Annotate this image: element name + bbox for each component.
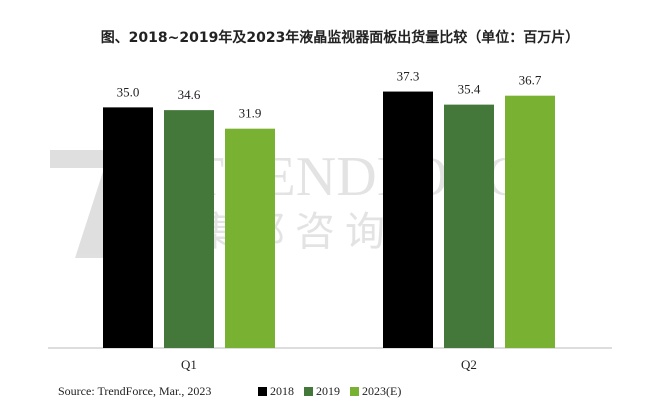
x-tick-label: Q1 <box>181 357 197 372</box>
legend-swatch <box>350 387 359 396</box>
bar <box>164 110 214 348</box>
data-label: 35.0 <box>117 84 140 99</box>
x-tick-label: Q2 <box>461 357 477 372</box>
source: Source: TrendForce, Mar., 2023 <box>58 384 211 398</box>
data-label: 37.3 <box>397 69 420 84</box>
bar <box>383 91 433 348</box>
data-label: 35.4 <box>458 82 481 97</box>
bar <box>103 107 153 348</box>
legend-label: 2018 <box>270 384 294 398</box>
legend-swatch <box>258 387 267 396</box>
bar <box>225 128 275 348</box>
legend-label: 2019 <box>316 384 340 398</box>
bar <box>444 104 494 348</box>
legend-swatch <box>304 387 313 396</box>
legend-label: 2023(E) <box>362 384 401 398</box>
bar <box>505 95 555 348</box>
watermark-logo <box>50 150 105 168</box>
chart-title: 图、2018~2019年及2023年液晶监视器面板出货量比较（单位：百万片） <box>101 29 580 46</box>
data-label: 34.6 <box>178 87 201 102</box>
data-label: 36.7 <box>519 73 542 88</box>
data-label: 31.9 <box>239 106 262 121</box>
